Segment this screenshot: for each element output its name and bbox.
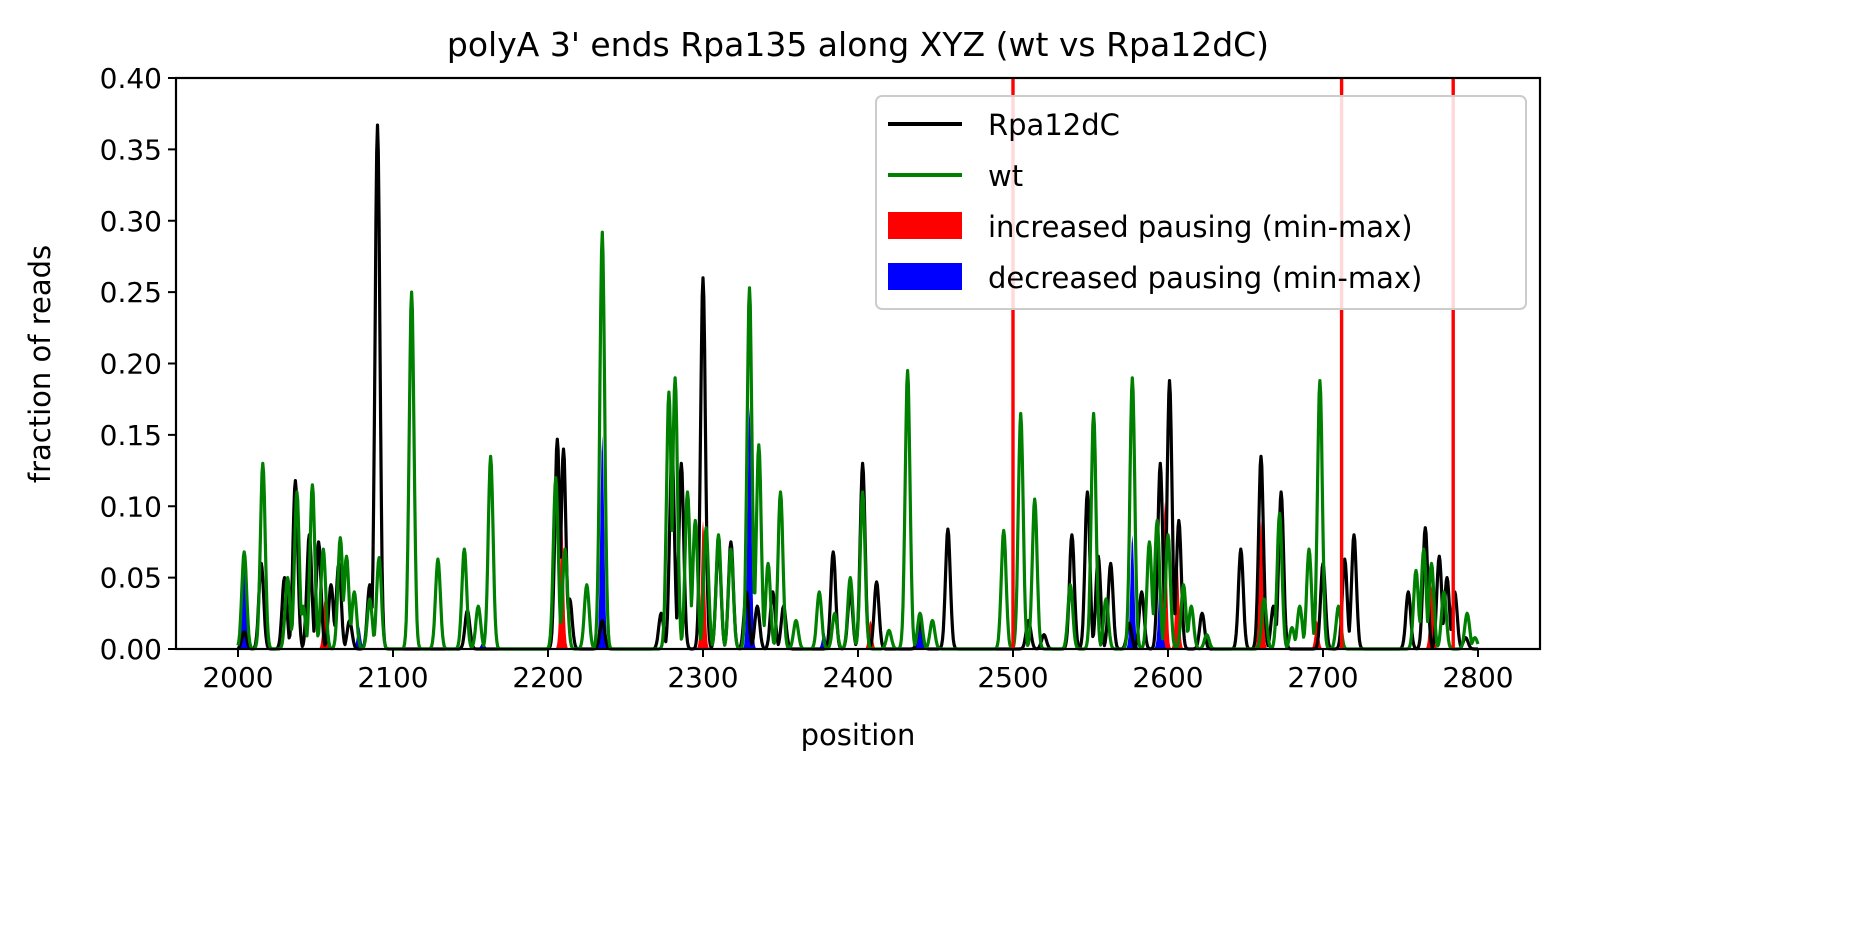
legend-frame [875, 95, 1527, 310]
decreased-pausing-fill-3 [596, 434, 609, 649]
y-tick-label: 0.05 [100, 562, 162, 595]
increased-pausing-fill-7 [1310, 620, 1323, 649]
legend-label-increased-pausing: increased pausing (min-max) [988, 210, 1413, 244]
x-tick-label: 2500 [977, 661, 1048, 694]
legend-label-decreased-pausing: decreased pausing (min-max) [988, 261, 1422, 295]
y-tick-label: 0.20 [100, 348, 162, 381]
x-tick-label: 2000 [202, 661, 273, 694]
y-tick-label: 0.40 [100, 62, 162, 95]
decreased-pausing-fill-7 [1126, 534, 1139, 649]
x-tick-label: 2700 [1287, 661, 1358, 694]
legend-label-wt: wt [988, 159, 1023, 193]
x-tick-label: 2200 [512, 661, 583, 694]
y-tick-label: 0.10 [100, 490, 162, 523]
y-axis-label: fraction of reads [23, 245, 57, 483]
y-tick-label: 0.00 [100, 633, 162, 666]
legend-label-rpa12dc: Rpa12dC [988, 108, 1120, 142]
y-tick-label: 0.15 [100, 419, 162, 452]
x-tick-label: 2400 [822, 661, 893, 694]
chart-title: polyA 3' ends Rpa135 along XYZ (wt vs Rp… [447, 25, 1269, 64]
x-axis-ticks: 2000 2100 2200 2300 2400 2500 2600 2700 2800 [202, 649, 1514, 694]
legend-swatch-decreased-pausing [888, 263, 962, 290]
y-axis-ticks: 0.00 0.05 0.10 0.15 0.20 0.25 0.30 0.35 0.40 [100, 62, 176, 666]
y-tick-label: 0.35 [100, 133, 162, 166]
x-tick-label: 2600 [1132, 661, 1203, 694]
x-tick-label: 2300 [667, 661, 738, 694]
legend: Rpa12dC wt increased pausing (min-max) d… [875, 95, 1527, 310]
y-tick-label: 0.30 [100, 205, 162, 238]
x-tick-label: 2800 [1442, 661, 1513, 694]
y-tick-label: 0.25 [100, 276, 162, 309]
x-axis-label: position [801, 718, 916, 752]
legend-swatch-increased-pausing [888, 212, 962, 239]
x-tick-label: 2100 [357, 661, 428, 694]
decreased-pausing-fill-6 [913, 623, 927, 649]
